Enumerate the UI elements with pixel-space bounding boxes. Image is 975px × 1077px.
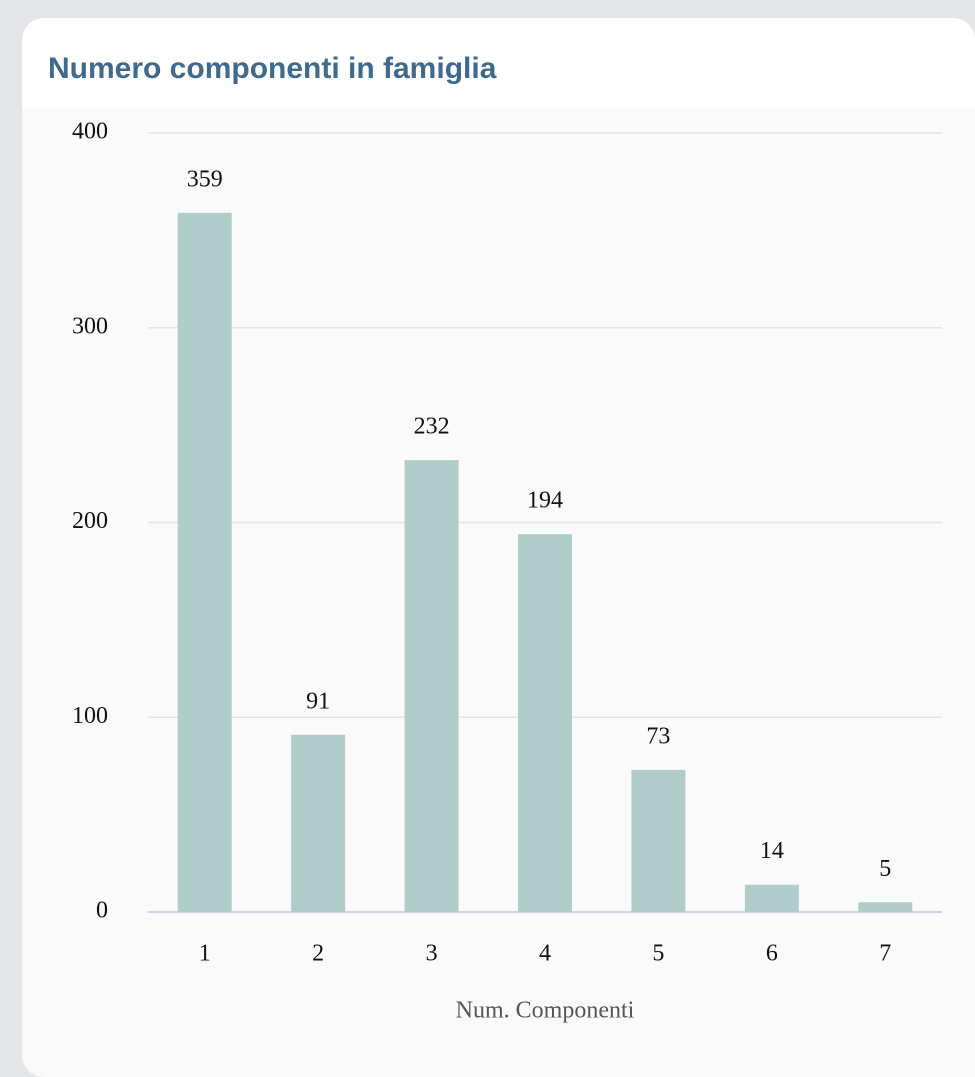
- value-label: 232: [414, 414, 450, 440]
- value-label: 194: [527, 488, 563, 514]
- value-label: 73: [646, 723, 670, 749]
- chart-title: Numero componenti in famiglia: [48, 52, 497, 85]
- x-tick-label: 4: [539, 941, 551, 967]
- bar: [744, 884, 799, 912]
- x-tick-label: 7: [879, 941, 891, 967]
- y-tick-label: 200: [72, 508, 108, 534]
- bar: [177, 212, 232, 912]
- value-label: 359: [187, 166, 223, 192]
- x-tick-label: 1: [199, 941, 211, 967]
- x-tick-label: 6: [766, 941, 778, 967]
- value-label: 14: [760, 838, 784, 864]
- bar: [858, 902, 913, 912]
- x-tick-label: 2: [312, 941, 324, 967]
- x-axis-label: Num. Componenti: [456, 998, 635, 1024]
- value-label: 91: [306, 688, 330, 714]
- bar: [291, 734, 346, 912]
- x-tick-label: 3: [426, 941, 438, 967]
- y-tick-label: 400: [72, 119, 108, 145]
- y-tick-label: 0: [96, 898, 108, 924]
- y-tick-label: 300: [72, 313, 108, 339]
- y-tick-label: 100: [72, 703, 108, 729]
- bar: [404, 460, 459, 912]
- bar: [518, 534, 572, 912]
- bar: [631, 769, 686, 912]
- x-tick-label: 5: [652, 941, 664, 967]
- value-label: 5: [879, 856, 891, 882]
